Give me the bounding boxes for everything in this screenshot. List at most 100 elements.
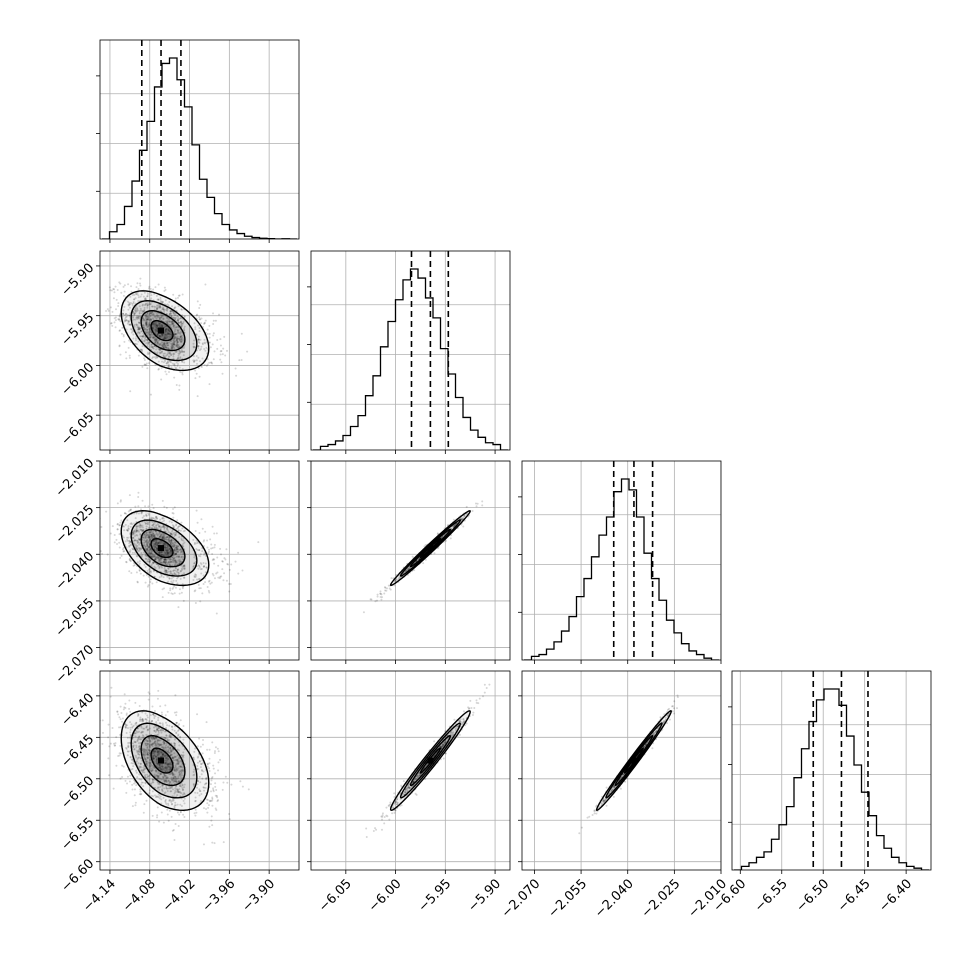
scatter-point: [171, 530, 174, 533]
scatter-point: [148, 336, 151, 339]
scatter-point: [149, 534, 152, 537]
scatter-point: [156, 751, 159, 754]
scatter-point: [180, 555, 183, 558]
scatter-point: [165, 569, 168, 572]
scatter-point: [179, 769, 182, 772]
scatter-point: [177, 728, 180, 731]
scatter-point: [151, 313, 154, 316]
scatter-point: [203, 321, 206, 324]
scatter-point: [163, 551, 166, 554]
scatter-point: [230, 563, 233, 566]
scatter-point: [133, 534, 136, 537]
scatter-point: [144, 314, 147, 317]
scatter-point: [173, 544, 176, 547]
scatter-point: [146, 714, 149, 717]
scatter-point: [137, 326, 140, 329]
scatter-point: [166, 776, 169, 779]
scatter-point: [180, 340, 183, 343]
scatter-point: [118, 541, 121, 544]
scatter-point: [142, 529, 145, 532]
scatter-point: [167, 347, 170, 350]
scatter-point: [222, 347, 225, 350]
scatter-point: [150, 318, 153, 321]
scatter-point: [167, 561, 170, 564]
scatter-point: [146, 303, 149, 306]
scatter-point: [241, 785, 244, 788]
scatter-point: [173, 306, 176, 309]
scatter-point: [156, 738, 159, 741]
scatter-point: [174, 313, 177, 316]
scatter-point: [170, 533, 173, 536]
scatter-point: [165, 734, 168, 737]
scatter-point: [155, 326, 158, 329]
scatter-point: [192, 784, 195, 787]
scatter-point: [177, 576, 180, 579]
scatter-point: [199, 562, 202, 565]
scatter-point: [146, 742, 149, 745]
scatter-point: [203, 539, 206, 542]
scatter-point: [146, 762, 149, 765]
scatter-point: [172, 579, 175, 582]
scatter-point: [162, 318, 165, 321]
scatter-point: [145, 726, 148, 729]
scatter-point: [449, 537, 452, 540]
scatter-point: [163, 543, 166, 546]
scatter-point: [136, 751, 139, 754]
scatter-point: [135, 771, 138, 774]
scatter-point: [183, 793, 186, 796]
scatter-point: [170, 346, 173, 349]
scatter-point: [149, 549, 152, 552]
scatter-point: [160, 366, 163, 369]
scatter-point: [164, 762, 167, 765]
scatter-point: [388, 587, 391, 590]
scatter-point: [172, 526, 175, 529]
scatter-point: [122, 309, 125, 312]
axes-frame: [310, 250, 511, 451]
scatter-point: [166, 330, 169, 333]
scatter-point: [123, 512, 126, 515]
scatter-point: [128, 314, 131, 317]
scatter-point: [176, 548, 179, 551]
scatter-point: [179, 773, 182, 776]
scatter-point: [148, 567, 151, 570]
scatter-point: [163, 742, 166, 745]
scatter-point: [208, 799, 211, 802]
scatter-point: [174, 573, 177, 576]
scatter-point: [461, 517, 464, 520]
scatter-point: [206, 811, 209, 814]
scatter-point: [462, 525, 465, 528]
scatter-point: [131, 805, 134, 808]
scatter-point: [210, 581, 213, 584]
scatter-point: [210, 790, 213, 793]
scatter-point: [157, 771, 160, 774]
scatter-point: [162, 576, 165, 579]
scatter-point: [146, 295, 149, 298]
scatter-point: [157, 305, 160, 308]
scatter-point: [172, 355, 175, 358]
scatter-point: [180, 320, 183, 323]
scatter-point: [171, 799, 174, 802]
scatter-point: [132, 765, 135, 768]
scatter-point: [168, 735, 171, 738]
scatter-point: [151, 335, 154, 338]
scatter-point: [155, 540, 158, 543]
scatter-point: [145, 750, 148, 753]
scatter-point: [157, 739, 160, 742]
scatter-point: [141, 304, 144, 307]
scatter-point: [160, 301, 163, 304]
scatter-point: [146, 545, 149, 548]
scatter-point: [177, 346, 180, 349]
scatter-point: [176, 339, 179, 342]
scatter-point: [163, 533, 166, 536]
scatter-point: [475, 505, 478, 508]
scatter-point: [144, 776, 147, 779]
scatter-point: [174, 561, 177, 564]
scatter-point: [149, 329, 152, 332]
scatter-point: [206, 546, 209, 549]
scatter-point: [164, 779, 167, 782]
scatter-point: [168, 328, 171, 331]
scatter-point: [173, 324, 176, 327]
scatter-point: [148, 536, 151, 539]
scatter-point: [166, 526, 169, 529]
scatter-point: [168, 313, 171, 316]
